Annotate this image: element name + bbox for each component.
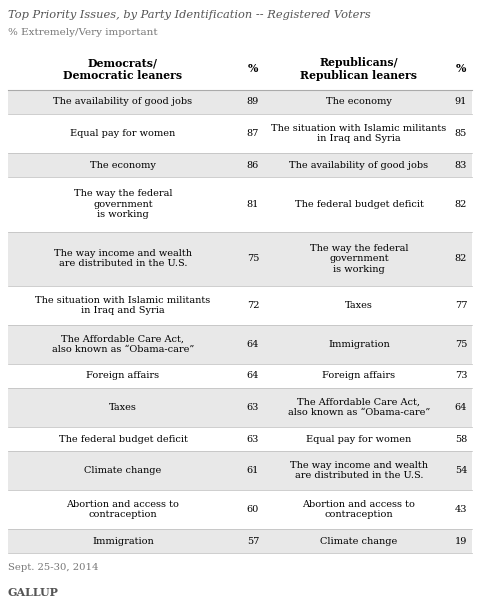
Text: 64: 64	[247, 340, 259, 349]
Text: Taxes: Taxes	[109, 403, 137, 412]
Text: 85: 85	[455, 129, 467, 138]
Text: 57: 57	[247, 536, 259, 545]
Text: Top Priority Issues, by Party Identification -- Registered Voters: Top Priority Issues, by Party Identifica…	[8, 10, 371, 20]
Text: 75: 75	[247, 255, 259, 263]
Text: Abortion and access to
contraception: Abortion and access to contraception	[303, 500, 415, 519]
Text: 64: 64	[455, 403, 467, 412]
Bar	[8, 490, 472, 529]
Bar	[8, 114, 472, 153]
Text: 19: 19	[455, 536, 467, 545]
Bar	[8, 364, 472, 388]
Text: 82: 82	[455, 200, 467, 208]
Text: 63: 63	[247, 435, 259, 444]
Text: 58: 58	[455, 435, 467, 444]
Text: Republicans/
Republican leaners: Republicans/ Republican leaners	[300, 57, 418, 81]
Text: Foreign affairs: Foreign affairs	[322, 371, 396, 381]
Text: Climate change: Climate change	[320, 536, 398, 545]
Text: The way the federal
government
is working: The way the federal government is workin…	[310, 244, 408, 274]
Text: 75: 75	[455, 340, 467, 349]
Bar	[8, 325, 472, 364]
Text: 82: 82	[455, 255, 467, 263]
Text: Democrats/
Democratic leaners: Democrats/ Democratic leaners	[63, 57, 182, 81]
Text: The availability of good jobs: The availability of good jobs	[289, 161, 429, 170]
Text: % Extremely/Very important: % Extremely/Very important	[8, 28, 158, 37]
Text: Immigration: Immigration	[92, 536, 154, 545]
Text: Abortion and access to
contraception: Abortion and access to contraception	[67, 500, 180, 519]
Text: 64: 64	[247, 371, 259, 381]
Bar	[8, 48, 472, 90]
Text: 86: 86	[247, 161, 259, 170]
Text: Equal pay for women: Equal pay for women	[307, 435, 411, 444]
Text: 91: 91	[455, 98, 467, 107]
Bar	[8, 427, 472, 451]
Bar	[8, 153, 472, 177]
Text: %: %	[456, 64, 466, 75]
Text: The availability of good jobs: The availability of good jobs	[54, 98, 193, 107]
Text: 43: 43	[455, 505, 467, 514]
Text: 87: 87	[247, 129, 259, 138]
Text: Climate change: Climate change	[84, 466, 161, 475]
Text: 54: 54	[455, 466, 467, 475]
Text: The way income and wealth
are distributed in the U.S.: The way income and wealth are distribute…	[290, 461, 428, 480]
Text: 61: 61	[247, 466, 259, 475]
Text: 63: 63	[247, 403, 259, 412]
Bar	[8, 529, 472, 553]
Text: 72: 72	[247, 301, 259, 310]
Text: The way income and wealth
are distributed in the U.S.: The way income and wealth are distribute…	[54, 249, 192, 268]
Text: 89: 89	[247, 98, 259, 107]
Text: The economy: The economy	[326, 98, 392, 107]
Text: The federal budget deficit: The federal budget deficit	[58, 435, 187, 444]
Bar	[8, 451, 472, 490]
Text: Equal pay for women: Equal pay for women	[70, 129, 176, 138]
Text: 77: 77	[455, 301, 467, 310]
Text: The Affordable Care Act,
also known as “Obama-care”: The Affordable Care Act, also known as “…	[288, 398, 430, 417]
Bar	[8, 388, 472, 427]
Text: Foreign affairs: Foreign affairs	[86, 371, 160, 381]
Text: 73: 73	[455, 371, 467, 381]
Text: The federal budget deficit: The federal budget deficit	[295, 200, 423, 208]
Text: 83: 83	[455, 161, 467, 170]
Text: %: %	[248, 64, 258, 75]
Bar	[8, 177, 472, 231]
Text: The way the federal
government
is working: The way the federal government is workin…	[74, 189, 172, 219]
Text: 81: 81	[247, 200, 259, 208]
Text: Immigration: Immigration	[328, 340, 390, 349]
Text: The situation with Islamic militants
in Iraq and Syria: The situation with Islamic militants in …	[35, 296, 211, 315]
Text: 60: 60	[247, 505, 259, 514]
Text: Taxes: Taxes	[345, 301, 373, 310]
Text: The economy: The economy	[90, 161, 156, 170]
Bar	[8, 286, 472, 325]
Bar	[8, 231, 472, 286]
Text: GALLUP: GALLUP	[8, 587, 59, 598]
Text: The situation with Islamic militants
in Iraq and Syria: The situation with Islamic militants in …	[272, 124, 446, 143]
Text: The Affordable Care Act,
also known as “Obama-care”: The Affordable Care Act, also known as “…	[52, 335, 194, 354]
Bar	[8, 90, 472, 114]
Text: Sept. 25-30, 2014: Sept. 25-30, 2014	[8, 563, 99, 572]
